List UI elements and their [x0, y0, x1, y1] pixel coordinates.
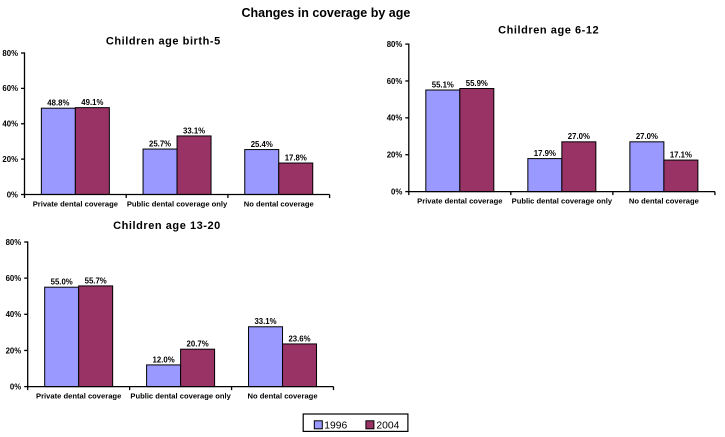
svg-text:55.0%: 55.0%: [51, 278, 73, 287]
svg-text:25.4%: 25.4%: [251, 140, 273, 149]
svg-text:0%: 0%: [391, 187, 402, 196]
svg-text:No dental coverage: No dental coverage: [244, 199, 314, 208]
svg-text:Children age 13-20: Children age 13-20: [113, 220, 221, 232]
svg-text:Public dental coverage only: Public dental coverage only: [127, 199, 228, 208]
svg-text:80%: 80%: [2, 49, 18, 58]
svg-text:0%: 0%: [10, 382, 21, 391]
svg-text:17.8%: 17.8%: [285, 153, 307, 162]
svg-text:Private dental coverage: Private dental coverage: [33, 199, 118, 208]
svg-text:20.7%: 20.7%: [187, 340, 209, 349]
svg-text:Children age birth-5: Children age birth-5: [106, 36, 221, 48]
svg-text:49.1%: 49.1%: [81, 98, 103, 107]
svg-text:60%: 60%: [387, 77, 403, 86]
svg-text:55.9%: 55.9%: [466, 79, 488, 88]
svg-text:60%: 60%: [6, 274, 22, 283]
svg-text:17.9%: 17.9%: [534, 149, 556, 158]
svg-text:40%: 40%: [6, 310, 22, 319]
svg-text:No dental coverage: No dental coverage: [629, 196, 699, 205]
svg-text:Changes in coverage by age: Changes in coverage by age: [241, 6, 410, 20]
svg-text:55.1%: 55.1%: [432, 80, 454, 89]
svg-text:80%: 80%: [387, 40, 403, 49]
svg-text:20%: 20%: [387, 151, 403, 160]
svg-text:Children age 6-12: Children age 6-12: [498, 25, 599, 37]
svg-text:40%: 40%: [2, 120, 18, 129]
svg-text:Public dental coverage only: Public dental coverage only: [512, 196, 613, 205]
svg-text:1996: 1996: [324, 420, 347, 431]
svg-text:2004: 2004: [376, 420, 399, 431]
svg-text:20%: 20%: [6, 346, 22, 355]
svg-text:No dental coverage: No dental coverage: [247, 391, 317, 400]
svg-text:23.6%: 23.6%: [288, 334, 310, 343]
svg-text:Private dental coverage: Private dental coverage: [36, 391, 121, 400]
svg-text:12.0%: 12.0%: [153, 355, 175, 364]
svg-text:33.1%: 33.1%: [254, 317, 276, 326]
svg-text:27.0%: 27.0%: [568, 132, 590, 141]
svg-text:Private dental coverage: Private dental coverage: [417, 196, 502, 205]
svg-text:60%: 60%: [2, 84, 18, 93]
svg-text:27.0%: 27.0%: [636, 132, 658, 141]
svg-text:55.7%: 55.7%: [85, 276, 107, 285]
svg-text:Public dental coverage only: Public dental coverage only: [130, 391, 231, 400]
svg-text:40%: 40%: [387, 114, 403, 123]
svg-text:25.7%: 25.7%: [149, 139, 171, 148]
svg-text:17.1%: 17.1%: [670, 150, 692, 159]
svg-text:20%: 20%: [2, 155, 18, 164]
svg-text:48.8%: 48.8%: [47, 99, 69, 108]
svg-text:0%: 0%: [7, 190, 18, 199]
svg-text:80%: 80%: [6, 238, 22, 247]
svg-text:33.1%: 33.1%: [183, 126, 205, 135]
